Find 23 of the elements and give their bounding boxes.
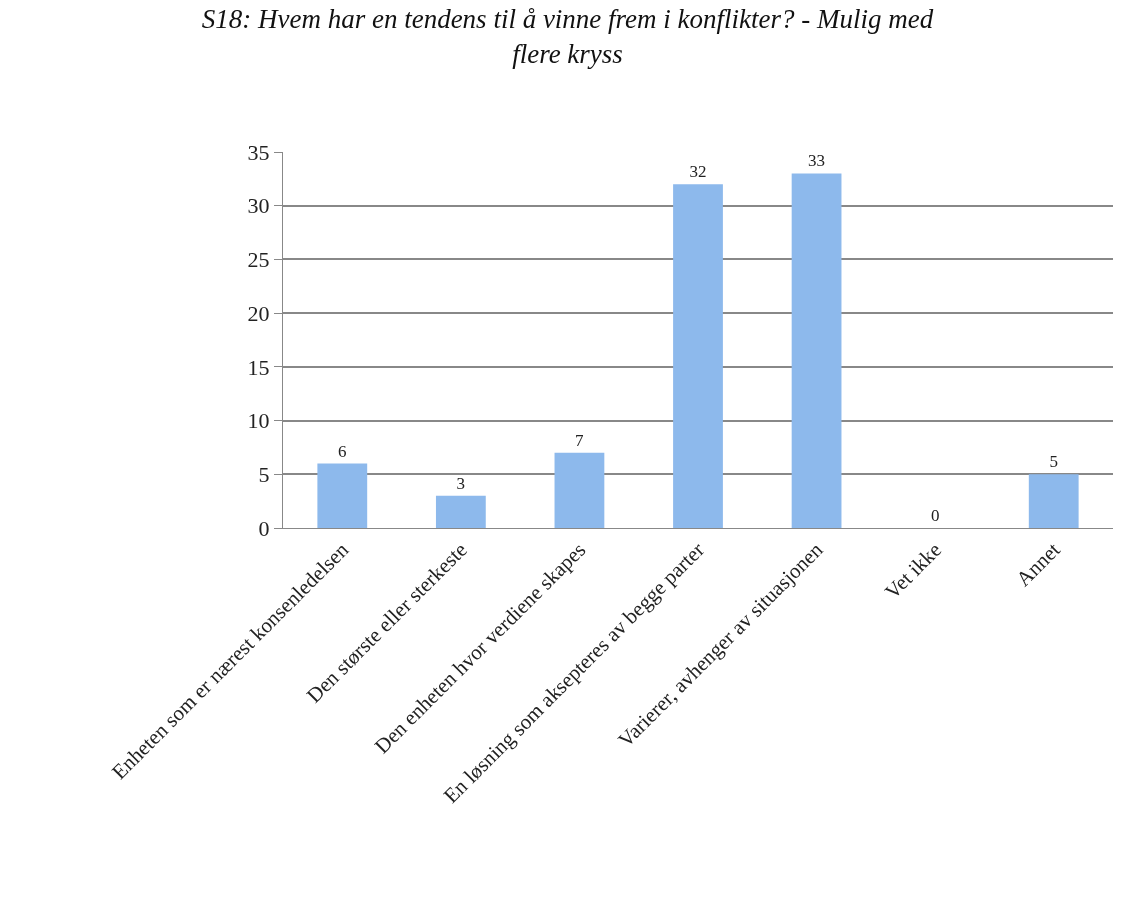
- bar: [435, 495, 486, 528]
- data-label: 33: [808, 151, 826, 171]
- y-tick-label: 25: [247, 247, 270, 273]
- data-label: 32: [689, 162, 707, 182]
- y-tick-label: 15: [247, 354, 270, 380]
- y-tick-label: 5: [258, 461, 270, 487]
- x-tick-label: Vet ikke: [880, 537, 947, 604]
- y-tick-label: 10: [247, 408, 270, 434]
- bar: [1028, 474, 1079, 528]
- y-tick-label: 35: [247, 139, 270, 165]
- data-label: 3: [456, 473, 466, 493]
- data-label: 6: [338, 441, 347, 461]
- data-label: 7: [574, 430, 584, 450]
- y-tick-label: 20: [247, 300, 270, 326]
- bar: [673, 184, 723, 528]
- bar: [554, 452, 605, 528]
- data-label: 0: [930, 506, 940, 525]
- bar: [317, 463, 368, 528]
- y-tick-label: 0: [258, 515, 270, 541]
- bar: [791, 173, 842, 528]
- y-tick-label: 30: [247, 193, 270, 219]
- data-label: 5: [1049, 452, 1058, 472]
- chart-title: S18: Hvem har en tendens til å vinne frem i konflikter? - Mulig med flere kryss: [201, 3, 934, 69]
